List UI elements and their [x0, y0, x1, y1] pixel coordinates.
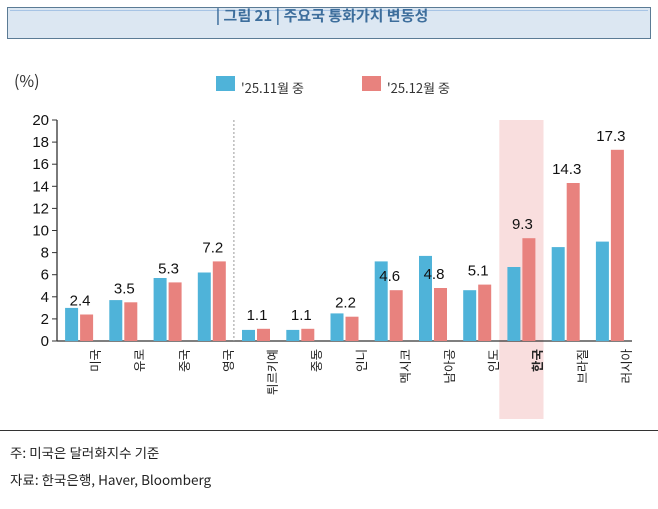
svg-text:9.3: 9.3 — [512, 216, 533, 233]
svg-text:17.3: 17.3 — [596, 128, 625, 145]
svg-text:18: 18 — [32, 134, 49, 151]
svg-text:7.2: 7.2 — [202, 239, 223, 256]
svg-text:10: 10 — [32, 223, 49, 240]
svg-text:4: 4 — [41, 289, 49, 306]
svg-text:4.6: 4.6 — [379, 268, 400, 285]
svg-text:12: 12 — [32, 200, 49, 217]
svg-text:1.1: 1.1 — [247, 307, 268, 324]
svg-text:6: 6 — [41, 267, 49, 284]
svg-text:1.1: 1.1 — [291, 307, 312, 324]
svg-text:4.8: 4.8 — [424, 266, 445, 283]
svg-text:16: 16 — [32, 156, 49, 173]
svg-text:3.5: 3.5 — [114, 280, 135, 297]
svg-text:5.3: 5.3 — [158, 260, 179, 277]
svg-text:2.2: 2.2 — [335, 295, 356, 312]
svg-text:14.3: 14.3 — [552, 161, 581, 178]
svg-text:5.1: 5.1 — [468, 263, 489, 280]
svg-text:2.4: 2.4 — [70, 293, 91, 310]
svg-text:2: 2 — [41, 311, 49, 328]
svg-text:14: 14 — [32, 178, 49, 195]
svg-text:20: 20 — [32, 112, 49, 129]
svg-text:8: 8 — [41, 245, 49, 262]
